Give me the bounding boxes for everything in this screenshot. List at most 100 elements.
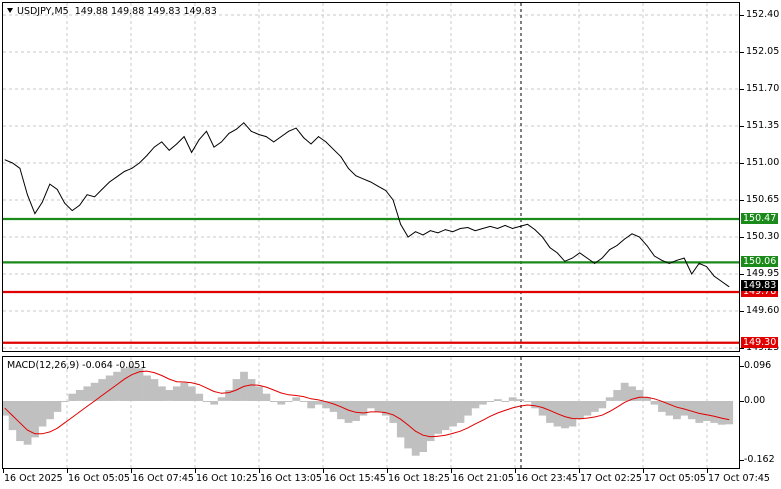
price-point — [94, 196, 95, 198]
price-tick-label: 151.00 — [746, 157, 780, 168]
price-point — [467, 227, 469, 228]
price-tick-label: 151.35 — [746, 120, 780, 131]
macd-histogram-bar — [270, 401, 278, 402]
price-point — [400, 223, 401, 225]
price-point — [86, 194, 88, 196]
time-tick-label: 16 Oct 2025 — [4, 473, 63, 484]
macd-histogram-bar — [247, 379, 256, 401]
signal-point — [71, 416, 73, 418]
signal-point — [549, 410, 551, 411]
price-point — [377, 185, 379, 187]
signal-point — [310, 398, 312, 400]
signal-point — [288, 394, 290, 396]
macd-histogram-bar — [613, 390, 622, 401]
signal-point — [594, 416, 596, 418]
price-tick-label: 149.60 — [746, 305, 780, 316]
price-point — [698, 263, 700, 264]
macd-histogram-bar — [61, 401, 69, 402]
signal-point — [422, 434, 424, 436]
price-point — [12, 162, 13, 164]
signal-point — [206, 387, 207, 389]
price-point — [721, 281, 722, 282]
price-point — [706, 266, 708, 267]
macd-histogram-bar — [449, 401, 457, 427]
signal-point — [333, 403, 334, 405]
time-tick-label: 16 Oct 07:45 — [132, 473, 194, 484]
signal-point — [250, 384, 252, 386]
collapse-triangle-icon[interactable] — [7, 8, 13, 13]
price-point — [594, 263, 596, 264]
macd-panel[interactable]: MACD(12,26,9) -0.064 -0.051 — [2, 356, 740, 469]
signal-point — [586, 417, 588, 419]
macd-canvas[interactable] — [3, 357, 739, 468]
price-point — [49, 183, 51, 185]
price-point — [676, 259, 678, 261]
macd-histogram-bar — [210, 401, 219, 405]
price-point — [683, 257, 685, 259]
macd-histogram-bar — [352, 401, 360, 421]
price-point — [288, 130, 290, 132]
macd-histogram-bar — [374, 401, 383, 412]
macd-histogram-bar — [105, 375, 114, 401]
price-point — [198, 139, 200, 141]
price-tick-mark — [740, 15, 744, 16]
price-tick-mark — [740, 274, 744, 275]
price-point — [362, 178, 364, 180]
macd-histogram-bar — [464, 401, 472, 416]
signal-point — [280, 392, 282, 394]
price-point — [482, 228, 484, 229]
time-tick-mark — [259, 469, 260, 473]
signal-point — [41, 433, 43, 435]
price-point — [534, 229, 536, 231]
signal-point — [153, 372, 155, 373]
price-point — [124, 171, 125, 172]
macd-histogram-bar — [3, 401, 10, 416]
price-chart-panel[interactable]: USDJPY,M5 149.88 149.88 149.83 149.83 — [2, 2, 740, 352]
macd-histogram-bar — [687, 401, 696, 420]
price-point — [176, 143, 178, 145]
macd-histogram-bar — [680, 401, 689, 416]
time-tick-mark — [195, 469, 196, 473]
price-point — [146, 155, 148, 157]
price-point — [265, 136, 267, 137]
time-tick-mark — [451, 469, 452, 473]
macd-histogram-bar — [389, 401, 398, 423]
macd-histogram-bar — [635, 390, 644, 401]
price-tick-label: 150.65 — [746, 194, 780, 205]
price-point — [303, 137, 304, 139]
signal-point — [721, 417, 722, 419]
price-point — [71, 210, 73, 211]
macd-histogram-bar — [262, 393, 271, 401]
signal-point — [243, 386, 245, 387]
macd-tick-label: 0.096 — [744, 360, 772, 371]
macd-histogram-bar — [75, 390, 84, 401]
price-point — [668, 263, 670, 264]
signal-point — [318, 399, 319, 401]
price-point — [624, 238, 625, 240]
macd-histogram-bar — [277, 401, 286, 405]
macd-histogram-bar — [523, 401, 532, 402]
price-point — [370, 181, 372, 183]
time-tick-label: 16 Oct 23:45 — [516, 473, 578, 484]
macd-histogram-bar — [322, 401, 330, 409]
macd-histogram-bar — [299, 401, 308, 402]
macd-histogram-bar — [53, 401, 62, 412]
macd-histogram-bar — [628, 386, 636, 401]
price-point — [34, 213, 36, 215]
macd-histogram-bar — [673, 401, 681, 420]
price-tick-mark — [740, 237, 744, 238]
signal-point — [713, 415, 715, 417]
signal-point — [444, 434, 446, 436]
signal-point — [385, 412, 387, 414]
signal-point — [482, 419, 484, 421]
price-point — [131, 167, 133, 169]
macd-histogram-bar — [695, 401, 704, 423]
macd-histogram-bar — [68, 393, 77, 401]
macd-histogram-bar — [367, 401, 375, 409]
price-point — [161, 141, 163, 143]
price-chart-canvas[interactable] — [3, 3, 739, 351]
signal-point — [176, 381, 178, 383]
price-point — [452, 231, 454, 233]
price-point — [474, 230, 476, 232]
macd-tick-label: 0.00 — [744, 394, 766, 406]
